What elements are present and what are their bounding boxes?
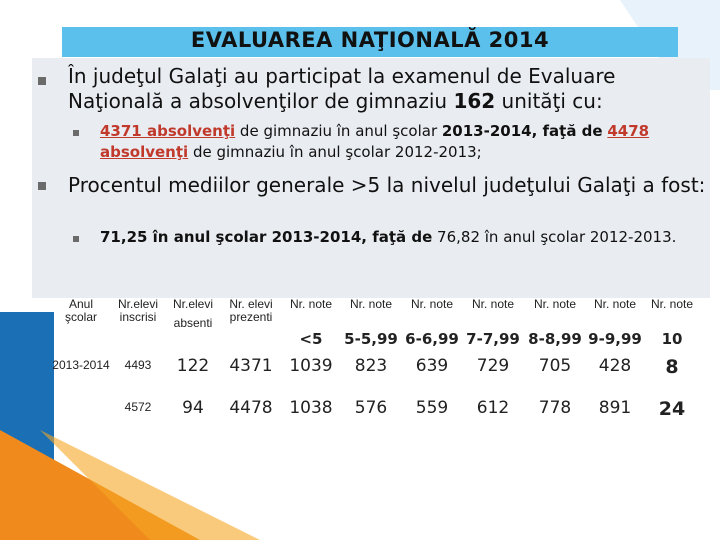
- header-cell: Nr. note: [349, 297, 393, 311]
- cell-lt5: 1038: [289, 398, 333, 418]
- header-cell: Nr. note: [593, 297, 637, 311]
- range-cell: <5: [299, 330, 323, 348]
- bullet-marker: [73, 130, 79, 136]
- range-cell: [110, 330, 166, 356]
- cell-n5: 576: [354, 398, 388, 418]
- paragraph-percentage-values: 71,25 în anul şcolar 2013-2014, faţă de …: [100, 228, 677, 246]
- cell-n10: 8: [665, 356, 679, 378]
- cell-n8: 778: [538, 398, 572, 418]
- page-title: EVALUAREA NAŢIONALĂ 2014: [190, 28, 550, 52]
- cell-n7: 729: [476, 356, 510, 376]
- header-cell: Nr. note: [650, 297, 694, 311]
- cell-year: 2013-2014: [52, 358, 110, 372]
- table-range-row: <5 5-5,99 6-6,99 7-7,99 8-8,99 9-9,99 10: [52, 330, 700, 356]
- cell-n10: 24: [658, 398, 686, 420]
- title-bar: [62, 27, 678, 57]
- bullet-marker: [38, 182, 46, 190]
- range-cell: 8-8,99: [528, 330, 582, 348]
- cell-n5: 823: [354, 356, 388, 376]
- cell-n6: 639: [415, 356, 449, 376]
- cell-n7: 612: [476, 398, 510, 418]
- header-cell: Nr. note: [289, 297, 333, 311]
- paragraph-participation: În judeţul Galaţi au participat la exame…: [68, 64, 616, 113]
- range-cell: 9-9,99: [588, 330, 642, 348]
- paragraph-graduates: 4371 absolvenţi de gimnaziu în anul şcol…: [100, 122, 650, 161]
- table-header-row: Anul şcolar Nr.elevi inscrisi Nr.elevi a…: [52, 298, 700, 330]
- header-cell: Nr. note: [533, 297, 577, 311]
- cell-prezenti: 4478: [229, 398, 273, 418]
- table-row: 2013-2014 4493 122 4371 1039 823 639 729…: [52, 356, 700, 398]
- cell-n8: 705: [538, 356, 572, 376]
- header-cell: Nr. note: [410, 297, 454, 311]
- range-cell: [166, 330, 220, 356]
- cell-year: [52, 398, 110, 438]
- table-row: 4572 94 4478 1038 576 559 612 778 891 24: [52, 398, 700, 438]
- cell-lt5: 1039: [289, 356, 333, 376]
- header-cell: Nr.elevi inscrisi: [117, 297, 158, 324]
- header-cell: Nr.elevi absenti: [172, 297, 213, 330]
- cell-prezenti: 4371: [229, 356, 273, 376]
- header-cell: Nr. note: [471, 297, 515, 311]
- cell-absenti: 94: [182, 398, 204, 418]
- paragraph-percentage: Procentul mediilor generale >5 la nivelu…: [68, 173, 706, 197]
- range-cell: [220, 330, 282, 356]
- content-panel: [32, 58, 710, 298]
- range-cell: [52, 330, 110, 356]
- cell-inscrisi: 4493: [124, 358, 152, 372]
- bullet-marker: [38, 77, 46, 85]
- cell-n6: 559: [415, 398, 449, 418]
- range-cell: 10: [661, 330, 683, 348]
- cell-absenti: 122: [176, 356, 210, 376]
- cell-n9: 428: [598, 356, 632, 376]
- header-cell: Nr. elevi prezenti: [229, 297, 273, 324]
- range-cell: 6-6,99: [405, 330, 459, 348]
- header-cell: Anul şcolar: [64, 297, 97, 324]
- results-table: Anul şcolar Nr.elevi inscrisi Nr.elevi a…: [52, 298, 700, 438]
- cell-n9: 891: [598, 398, 632, 418]
- bullet-marker: [73, 236, 79, 242]
- range-cell: 7-7,99: [466, 330, 520, 348]
- cell-inscrisi: 4572: [124, 400, 152, 414]
- range-cell: 5-5,99: [344, 330, 398, 348]
